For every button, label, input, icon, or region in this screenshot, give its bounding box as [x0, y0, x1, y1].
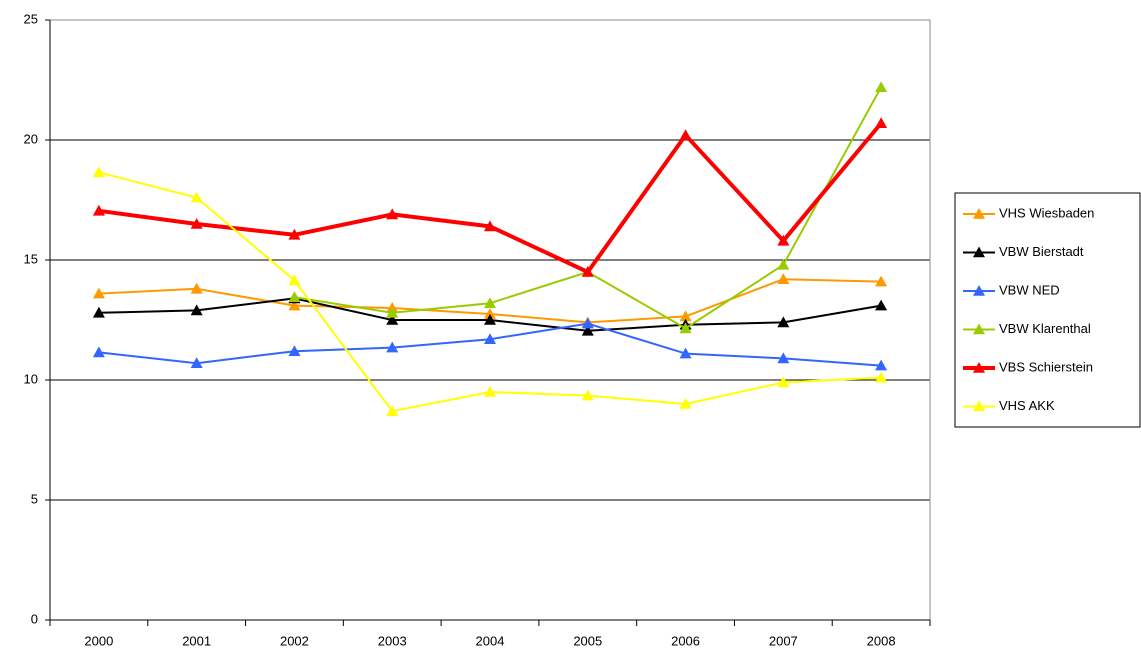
- legend-box: [954, 192, 1141, 428]
- series-line: [294, 86, 882, 330]
- point-marker: [679, 129, 692, 140]
- point-marker: [92, 306, 105, 318]
- point-marker: [386, 306, 399, 318]
- y-tick-label: 20: [24, 131, 38, 146]
- point-marker: [875, 275, 888, 287]
- x-tick-label: 2008: [867, 633, 896, 648]
- point-marker: [386, 314, 399, 325]
- point-marker: [679, 310, 692, 322]
- point-marker: [777, 376, 790, 388]
- point-marker: [581, 389, 594, 401]
- point-marker: [484, 386, 496, 397]
- point-marker: [484, 333, 496, 344]
- legend-marker: [973, 208, 985, 219]
- point-marker: [679, 322, 692, 334]
- point-marker: [679, 347, 692, 359]
- x-tick-label: 2003: [378, 633, 407, 648]
- series-line: [98, 121, 883, 274]
- y-tick-label: 25: [24, 11, 38, 26]
- point-marker: [777, 352, 790, 364]
- point-marker: [92, 346, 105, 358]
- y-tick-label: 10: [24, 371, 38, 386]
- point-marker: [92, 204, 105, 216]
- point-marker: [777, 316, 790, 328]
- x-tick-label: 2004: [476, 633, 505, 648]
- legend-label: VBW NED: [999, 282, 1060, 297]
- y-tick-label: 0: [31, 611, 38, 626]
- x-tick-label: 2007: [769, 633, 798, 648]
- point-marker: [386, 341, 399, 353]
- point-marker: [875, 359, 888, 371]
- point-marker: [581, 324, 594, 336]
- point-marker: [288, 228, 301, 240]
- point-marker: [386, 208, 399, 220]
- legend-marker: [973, 323, 985, 335]
- y-tick-label: 15: [24, 251, 38, 266]
- x-tick-label: 2002: [280, 633, 309, 648]
- point-marker: [581, 266, 594, 277]
- y-tick-label: 5: [31, 491, 38, 506]
- legend-label: VBW Klarenthal: [999, 321, 1091, 336]
- x-tick-label: 2005: [573, 633, 602, 648]
- legend-label: VBS Schierstein: [999, 359, 1093, 374]
- point-marker: [190, 218, 203, 229]
- legend-marker: [973, 285, 985, 296]
- point-marker: [875, 117, 888, 128]
- legend-marker: [973, 400, 985, 412]
- legend-label: VBW Bierstadt: [999, 244, 1084, 259]
- point-marker: [288, 345, 301, 356]
- point-marker: [484, 308, 496, 319]
- point-marker: [386, 405, 399, 416]
- point-marker: [484, 314, 496, 325]
- x-tick-label: 2000: [84, 633, 113, 648]
- point-marker: [288, 299, 301, 311]
- point-marker: [190, 357, 203, 368]
- legend-marker: [973, 246, 985, 258]
- point-marker: [92, 166, 105, 178]
- point-marker: [484, 220, 496, 232]
- point-marker: [777, 258, 790, 270]
- point-marker: [190, 191, 203, 203]
- point-marker: [288, 274, 301, 286]
- point-marker: [777, 273, 790, 284]
- point-marker: [190, 282, 203, 294]
- point-marker: [92, 287, 105, 299]
- point-marker: [777, 234, 790, 246]
- point-marker: [875, 371, 888, 383]
- legend-label: VHS Wiesbaden: [999, 205, 1094, 220]
- point-marker: [875, 81, 888, 92]
- point-marker: [484, 297, 496, 308]
- point-marker: [679, 398, 692, 409]
- point-marker: [875, 299, 888, 311]
- legend-marker: [973, 362, 985, 373]
- legend-label: VHS AKK: [999, 398, 1055, 413]
- x-tick-label: 2001: [182, 633, 211, 648]
- point-marker: [288, 291, 301, 302]
- point-marker: [581, 317, 594, 329]
- x-tick-label: 2006: [671, 633, 700, 648]
- series-line: [98, 322, 882, 367]
- point-marker: [190, 304, 203, 316]
